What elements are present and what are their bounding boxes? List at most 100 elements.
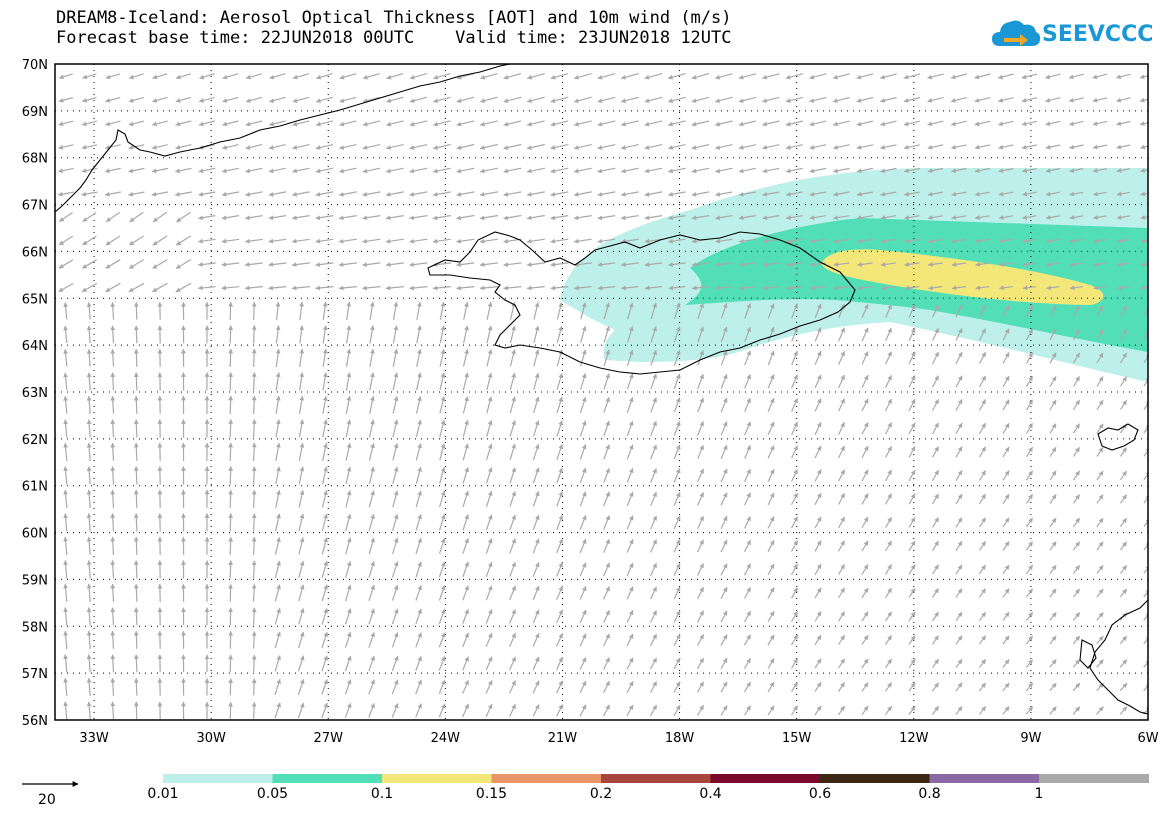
wind-arrow	[221, 238, 240, 244]
wind-arrow	[392, 490, 399, 508]
wind-arrow	[668, 262, 686, 267]
lat-tick-label: 58N	[22, 620, 48, 635]
wind-arrow	[251, 442, 257, 462]
lon-tick-labels: 33W 30W 27W 24W 21W 18W 15W 12W 9W 6W	[79, 731, 1158, 746]
wind-arrow	[86, 372, 92, 391]
wind-arrow	[338, 262, 357, 267]
wind-arrow	[955, 328, 963, 341]
wind-arrow	[1068, 97, 1084, 103]
wind-arrow	[1072, 328, 1081, 341]
wind-arrow	[391, 655, 399, 672]
wind-arrow	[955, 399, 963, 411]
wind-arrow	[697, 492, 704, 506]
wind-arrow	[532, 609, 540, 624]
wind-arrow	[1096, 612, 1104, 621]
wind-arrow	[462, 443, 469, 461]
wind-arrow	[715, 191, 733, 197]
wind-arrow	[903, 167, 920, 174]
wind-arrow	[486, 349, 493, 367]
wind-arrow	[86, 513, 92, 532]
wind-arrow	[650, 515, 657, 530]
wind-arrow	[955, 611, 963, 622]
wind-arrow	[251, 607, 257, 626]
wind-arrow	[1046, 261, 1060, 267]
wind-arrow	[837, 540, 846, 552]
wind-arrow	[884, 398, 893, 412]
wind-arrow	[1119, 565, 1128, 574]
wind-arrow	[738, 120, 757, 127]
wind-arrow	[603, 633, 610, 647]
wind-arrow	[86, 654, 92, 673]
wind-arrow	[785, 73, 804, 80]
wind-arrow	[1002, 375, 1010, 388]
lat-tick-label: 63N	[22, 386, 48, 401]
wind-arrow	[880, 215, 897, 220]
wind-arrow	[626, 704, 634, 717]
wind-arrow	[697, 326, 704, 343]
wind-arrow	[1068, 120, 1084, 126]
wind-arrow	[133, 301, 139, 320]
wind-arrow	[486, 372, 493, 391]
wind-arrow	[105, 235, 121, 246]
wind-arrow	[509, 443, 516, 461]
wind-arrow	[744, 374, 751, 389]
wind-arrow	[626, 538, 634, 553]
wind-arrow	[790, 658, 799, 669]
wind-arrow	[274, 537, 281, 555]
wind-arrow	[415, 537, 422, 555]
wind-arrow	[1073, 494, 1080, 504]
wind-arrow	[861, 634, 869, 645]
wind-arrow	[767, 374, 775, 389]
wind-arrow	[129, 211, 144, 223]
wind-arrow	[432, 214, 451, 221]
wind-arrow	[391, 584, 399, 601]
wind-arrow	[1140, 261, 1148, 267]
wind-arrow	[955, 659, 963, 668]
wind-arrow	[86, 536, 92, 556]
wind-arrow	[1143, 588, 1148, 598]
wind-arrow	[133, 701, 139, 720]
wind-arrow	[785, 215, 803, 220]
wind-arrow	[1072, 305, 1081, 317]
wind-arrow	[786, 285, 803, 291]
wind-arrow	[861, 705, 869, 716]
wind-arrow	[997, 73, 1014, 80]
wind-arrow	[603, 609, 610, 623]
wind-arrow	[908, 375, 916, 388]
wind-arrow	[884, 422, 893, 435]
wind-arrow	[998, 144, 1014, 150]
wind-arrow	[786, 238, 803, 244]
wind-arrow	[479, 262, 498, 267]
wind-arrow	[861, 658, 869, 669]
wind-arrow	[251, 678, 257, 696]
wind-arrow	[251, 489, 257, 508]
wind-arrow	[573, 285, 592, 291]
wind-arrow	[644, 238, 663, 244]
wind-arrow	[579, 585, 587, 600]
wind-arrow	[63, 536, 68, 556]
wind-arrow	[1140, 168, 1148, 173]
wind-arrow	[274, 584, 281, 602]
wind-arrow	[620, 167, 639, 174]
wind-arrow	[974, 144, 991, 150]
wind-arrow	[338, 167, 357, 174]
wind-arrow	[63, 654, 68, 673]
wind-arrow	[532, 467, 540, 484]
wind-arrow	[269, 96, 286, 103]
wind-arrow	[1096, 635, 1104, 645]
wind-arrow	[1072, 446, 1081, 457]
wind-arrow	[392, 325, 399, 344]
wind-arrow	[762, 262, 780, 267]
wind-arrow	[697, 468, 704, 483]
wind-arrow	[1045, 144, 1061, 150]
wind-arrow	[767, 587, 775, 599]
wind-arrow	[743, 587, 752, 599]
wind-arrow	[857, 285, 873, 291]
wind-arrow	[955, 517, 963, 528]
wind-arrow	[197, 238, 216, 244]
wind-arrow	[368, 443, 375, 461]
wind-arrow	[998, 168, 1014, 173]
wind-arrow	[880, 144, 897, 150]
wind-arrow	[385, 262, 404, 267]
wind-arrow	[315, 144, 334, 150]
